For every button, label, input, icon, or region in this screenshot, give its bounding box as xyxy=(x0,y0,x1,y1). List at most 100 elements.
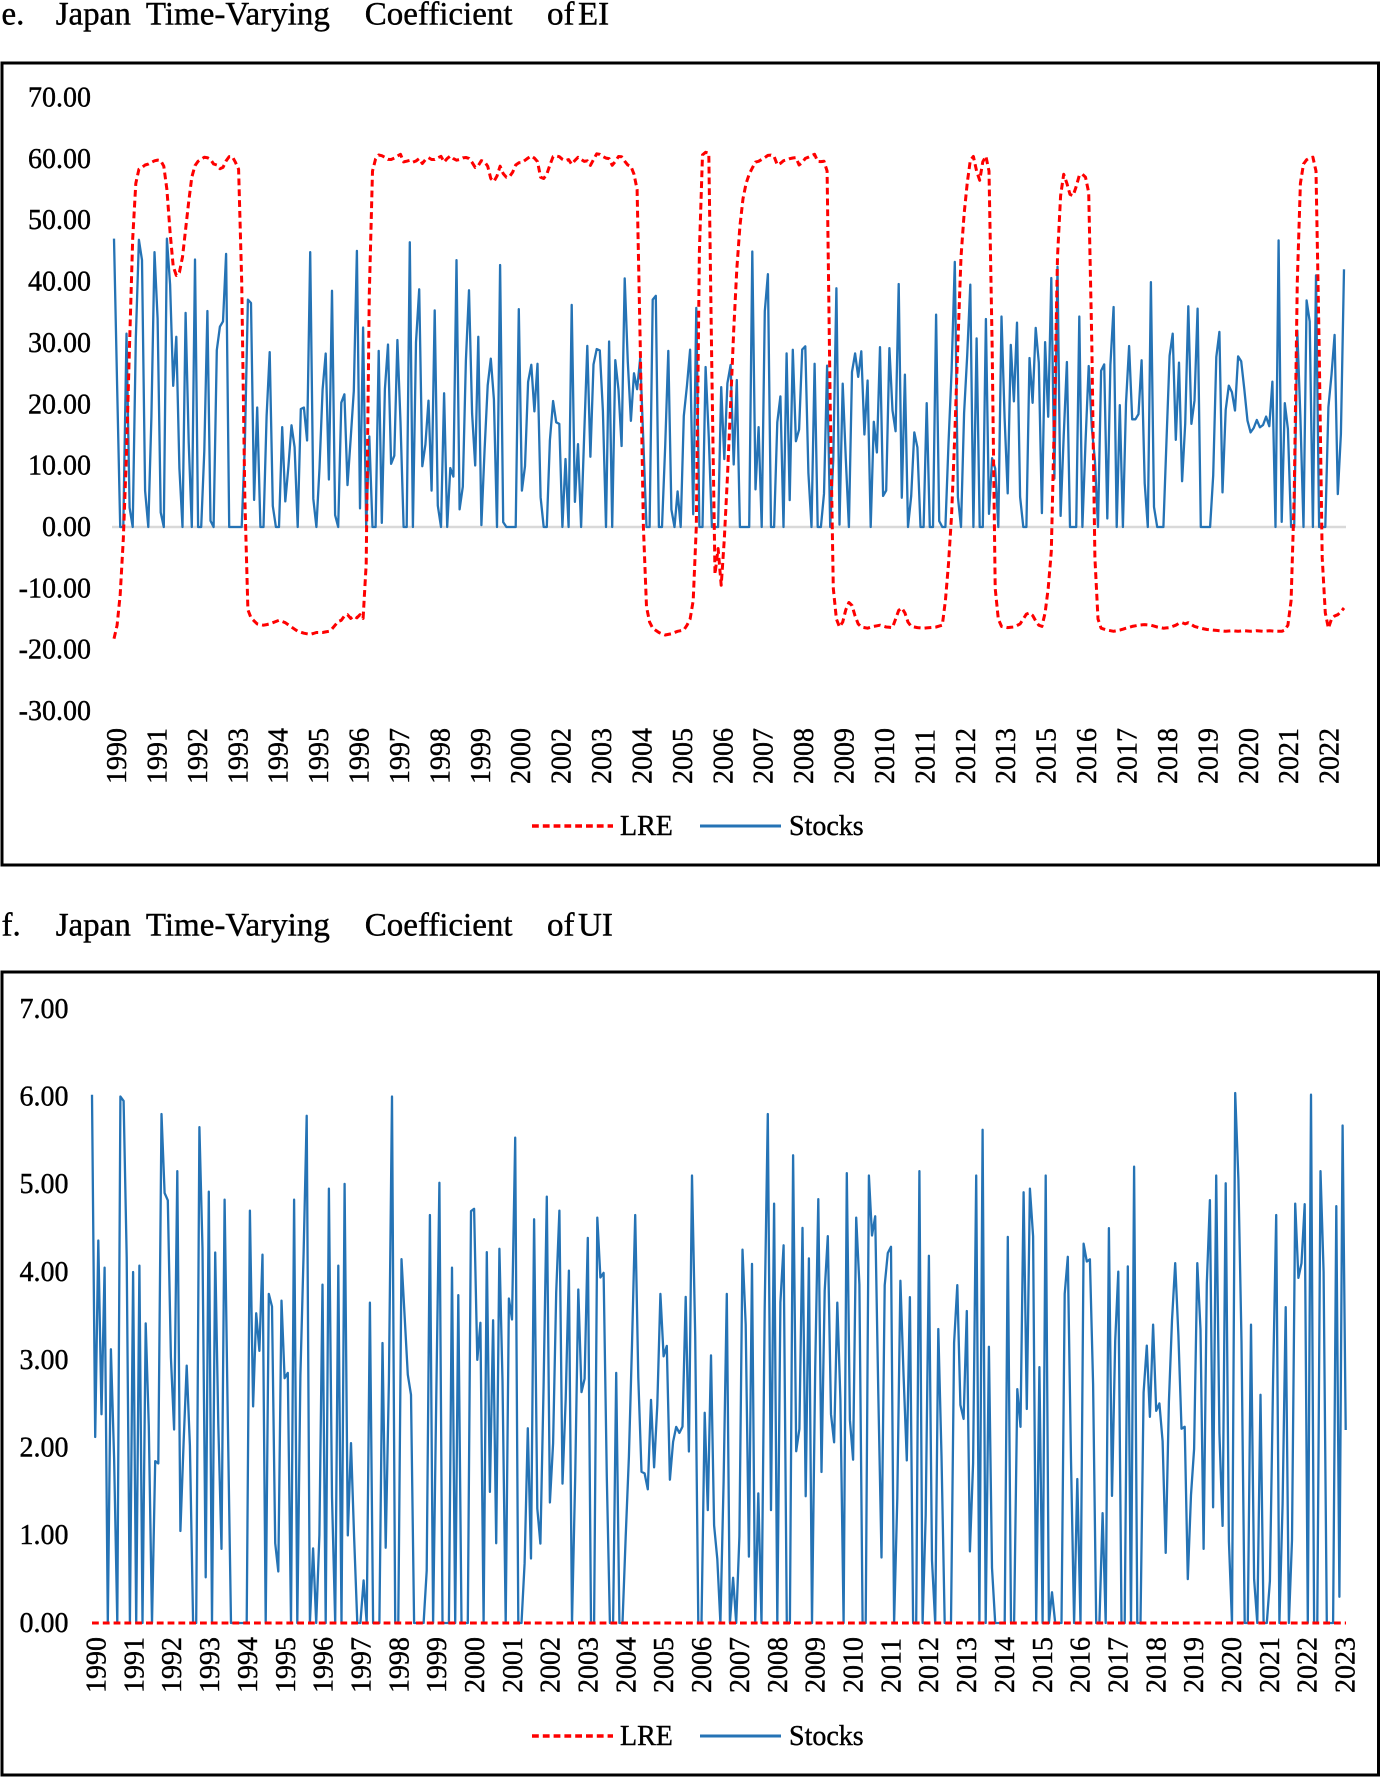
svg-text:2003: 2003 xyxy=(574,1637,605,1693)
svg-text:1990: 1990 xyxy=(102,728,133,784)
svg-text:1997: 1997 xyxy=(385,728,416,784)
svg-text:-30.00: -30.00 xyxy=(19,696,91,727)
svg-text:2017: 2017 xyxy=(1104,1637,1135,1693)
svg-text:2017: 2017 xyxy=(1113,728,1144,784)
svg-text:0.00: 0.00 xyxy=(42,512,91,543)
svg-text:2018: 2018 xyxy=(1153,728,1184,784)
svg-text:6.00: 6.00 xyxy=(20,1082,69,1113)
svg-text:1995: 1995 xyxy=(304,728,335,784)
svg-text:2009: 2009 xyxy=(801,1637,832,1693)
svg-text:2004: 2004 xyxy=(611,1637,642,1693)
svg-text:2015: 2015 xyxy=(1032,728,1063,784)
svg-text:2008: 2008 xyxy=(789,728,820,784)
svg-text:1996: 1996 xyxy=(309,1637,340,1693)
svg-text:EI: EI xyxy=(578,0,609,33)
svg-text:2012: 2012 xyxy=(951,728,982,784)
svg-text:1993: 1993 xyxy=(223,728,254,784)
svg-text:UI: UI xyxy=(578,908,613,944)
svg-text:1990: 1990 xyxy=(82,1637,113,1693)
svg-text:1991: 1991 xyxy=(119,1637,150,1693)
svg-text:1999: 1999 xyxy=(422,1637,453,1693)
svg-text:2020: 2020 xyxy=(1234,728,1265,784)
svg-text:1994: 1994 xyxy=(233,1637,264,1693)
svg-text:Stocks: Stocks xyxy=(789,1721,864,1752)
svg-text:2005: 2005 xyxy=(649,1637,680,1693)
svg-text:2018: 2018 xyxy=(1141,1637,1172,1693)
svg-text:7.00: 7.00 xyxy=(20,994,69,1025)
svg-text:2012: 2012 xyxy=(914,1637,945,1693)
svg-text:2000: 2000 xyxy=(506,728,537,784)
svg-text:Coefficient: Coefficient xyxy=(365,908,513,944)
svg-text:of: of xyxy=(547,0,575,33)
svg-text:20.00: 20.00 xyxy=(28,389,91,420)
svg-text:1999: 1999 xyxy=(466,728,497,784)
svg-text:Coefficient: Coefficient xyxy=(365,0,513,33)
svg-text:70.00: 70.00 xyxy=(28,83,91,114)
svg-text:2016: 2016 xyxy=(1066,1637,1097,1693)
svg-text:2010: 2010 xyxy=(839,1637,870,1693)
svg-text:2016: 2016 xyxy=(1072,728,1103,784)
svg-text:1991: 1991 xyxy=(142,728,173,784)
svg-text:1993: 1993 xyxy=(195,1637,226,1693)
svg-text:60.00: 60.00 xyxy=(28,144,91,175)
svg-text:1998: 1998 xyxy=(384,1637,415,1693)
svg-text:2010: 2010 xyxy=(870,728,901,784)
svg-text:2003: 2003 xyxy=(587,728,618,784)
svg-text:1998: 1998 xyxy=(425,728,456,784)
svg-text:10.00: 10.00 xyxy=(28,451,91,482)
svg-text:2007: 2007 xyxy=(725,1637,756,1693)
svg-text:30.00: 30.00 xyxy=(28,328,91,359)
svg-text:2011: 2011 xyxy=(910,729,941,784)
svg-text:of: of xyxy=(547,908,575,944)
svg-text:2022: 2022 xyxy=(1293,1637,1324,1693)
svg-text:2023: 2023 xyxy=(1331,1637,1362,1693)
svg-text:LRE: LRE xyxy=(620,1721,673,1752)
svg-text:2019: 2019 xyxy=(1179,1637,1210,1693)
svg-text:LRE: LRE xyxy=(620,811,673,842)
svg-text:2011: 2011 xyxy=(876,1638,907,1693)
svg-text:2020: 2020 xyxy=(1217,1637,1248,1693)
svg-text:50.00: 50.00 xyxy=(28,205,91,236)
svg-text:2021: 2021 xyxy=(1255,1637,1286,1693)
svg-text:1994: 1994 xyxy=(264,728,295,784)
svg-text:Time-Varying: Time-Varying xyxy=(146,908,330,944)
svg-text:1992: 1992 xyxy=(157,1637,188,1693)
svg-text:1997: 1997 xyxy=(346,1637,377,1693)
svg-text:1995: 1995 xyxy=(271,1637,302,1693)
svg-text:Japan: Japan xyxy=(56,908,131,944)
svg-text:2005: 2005 xyxy=(668,728,699,784)
svg-text:-20.00: -20.00 xyxy=(19,635,91,666)
svg-text:2009: 2009 xyxy=(830,728,861,784)
svg-text:2006: 2006 xyxy=(708,728,739,784)
svg-text:1.00: 1.00 xyxy=(20,1520,69,1551)
svg-text:2000: 2000 xyxy=(460,1637,491,1693)
svg-text:2002: 2002 xyxy=(536,1637,567,1693)
svg-text:2.00: 2.00 xyxy=(20,1433,69,1464)
svg-text:1992: 1992 xyxy=(183,728,214,784)
svg-text:2021: 2021 xyxy=(1274,728,1305,784)
svg-text:2002: 2002 xyxy=(547,728,578,784)
svg-text:2022: 2022 xyxy=(1315,728,1346,784)
svg-text:Stocks: Stocks xyxy=(789,811,864,842)
svg-text:2013: 2013 xyxy=(991,728,1022,784)
svg-text:2014: 2014 xyxy=(990,1637,1021,1693)
svg-text:2006: 2006 xyxy=(687,1637,718,1693)
svg-text:4.00: 4.00 xyxy=(20,1257,69,1288)
svg-text:5.00: 5.00 xyxy=(20,1169,69,1200)
svg-text:3.00: 3.00 xyxy=(20,1345,69,1376)
svg-text:2015: 2015 xyxy=(1028,1637,1059,1693)
svg-text:f.: f. xyxy=(2,908,21,944)
svg-text:e.: e. xyxy=(2,0,25,33)
svg-text:2013: 2013 xyxy=(952,1637,983,1693)
svg-text:Time-Varying: Time-Varying xyxy=(146,0,330,33)
svg-text:2007: 2007 xyxy=(749,728,780,784)
svg-text:1996: 1996 xyxy=(345,728,376,784)
svg-text:2004: 2004 xyxy=(628,728,659,784)
svg-text:Japan: Japan xyxy=(56,0,131,33)
svg-text:2001: 2001 xyxy=(498,1637,529,1693)
svg-text:-10.00: -10.00 xyxy=(19,573,91,604)
svg-text:40.00: 40.00 xyxy=(28,267,91,298)
svg-text:2019: 2019 xyxy=(1193,728,1224,784)
svg-text:2008: 2008 xyxy=(763,1637,794,1693)
svg-text:0.00: 0.00 xyxy=(20,1608,69,1639)
